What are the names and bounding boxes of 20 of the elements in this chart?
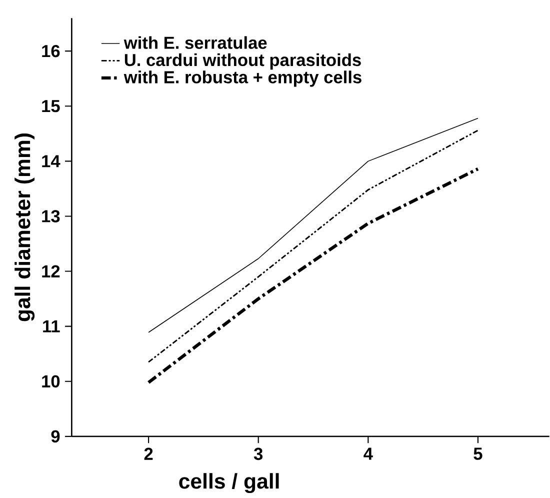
x-tick-label: 3 bbox=[254, 448, 263, 460]
y-tick-label: 9 bbox=[51, 430, 60, 443]
legend-label: with E. robusta + empty cells bbox=[124, 70, 362, 88]
x-axis-title: cells / gall bbox=[179, 473, 279, 494]
y-tick-label: 11 bbox=[43, 320, 60, 333]
y-tick-label: 12 bbox=[42, 265, 60, 278]
line-series bbox=[146, 168, 480, 384]
y-tick-label: 10 bbox=[42, 375, 60, 388]
x-tick-label: 2 bbox=[144, 448, 153, 460]
x-tick-label: 4 bbox=[364, 448, 373, 460]
y-axis-title: gall diameter (mm) bbox=[14, 134, 35, 322]
legend-label: U. cardui without parasitoids bbox=[124, 54, 361, 70]
legend-label: with E. serratulae bbox=[124, 36, 267, 50]
line-series bbox=[148, 118, 478, 334]
x-tick-label: 5 bbox=[474, 448, 482, 460]
y-tick-label: 14 bbox=[42, 155, 60, 168]
y-tick-label: 15 bbox=[42, 100, 60, 112]
y-tick-label: 16 bbox=[42, 45, 60, 58]
y-tick-label: 13 bbox=[42, 210, 60, 223]
line-series bbox=[148, 130, 479, 364]
